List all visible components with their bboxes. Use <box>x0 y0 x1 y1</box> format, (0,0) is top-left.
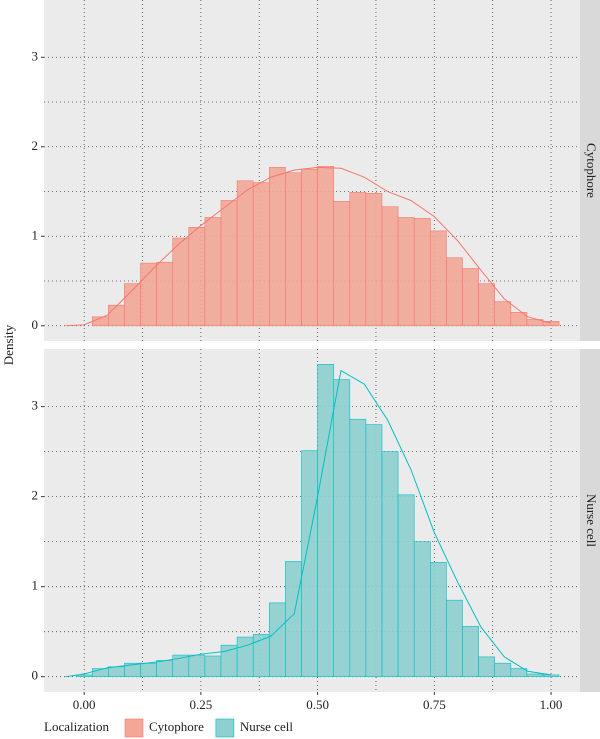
bar <box>204 217 222 327</box>
bar <box>301 168 318 327</box>
legend-label: Nurse cell <box>240 719 293 734</box>
bar <box>220 200 238 327</box>
legend-key <box>124 718 144 738</box>
bar <box>285 561 302 677</box>
bar <box>285 172 302 327</box>
bar <box>413 541 431 677</box>
bar <box>494 662 512 677</box>
bar <box>188 654 206 677</box>
density-curve <box>65 166 552 327</box>
bar <box>333 201 351 327</box>
facet-strip <box>580 349 600 692</box>
bar <box>188 227 206 327</box>
legend-title: Localization <box>44 719 109 734</box>
bar <box>478 656 495 677</box>
bar <box>333 379 351 677</box>
bar <box>140 662 157 677</box>
bar <box>446 599 463 677</box>
y-tick-label: 1 <box>32 227 39 242</box>
bar <box>462 268 479 327</box>
bar <box>236 636 254 677</box>
bar <box>446 257 463 327</box>
density-curve <box>65 369 552 678</box>
x-tick-label: 0.75 <box>423 697 446 712</box>
bar <box>413 218 431 327</box>
y-axis-label: Density <box>1 324 16 365</box>
x-tick-label: 0.25 <box>190 697 213 712</box>
bar <box>542 321 560 327</box>
facet-strip <box>580 0 600 341</box>
bar <box>108 666 125 677</box>
bar <box>430 230 447 327</box>
bar <box>317 364 335 677</box>
bar <box>269 602 286 677</box>
bar <box>494 301 512 327</box>
bar <box>349 418 367 677</box>
bar <box>542 674 560 677</box>
bar <box>381 206 399 327</box>
bar <box>156 261 174 327</box>
x-tick-label: 1.00 <box>540 697 563 712</box>
bar <box>252 634 270 677</box>
legend-key <box>215 718 235 738</box>
y-tick-label: 2 <box>32 138 39 153</box>
y-tick-label: 1 <box>32 578 39 593</box>
x-tick-label: 0.00 <box>73 697 96 712</box>
bar <box>317 166 335 327</box>
bar <box>236 180 254 327</box>
y-tick-label: 3 <box>32 398 39 413</box>
bar <box>365 424 383 677</box>
y-tick-label: 0 <box>32 317 39 332</box>
bar <box>430 562 447 677</box>
bar <box>365 193 383 327</box>
bar <box>397 494 415 677</box>
bar <box>108 304 125 327</box>
legend-label: Cytophore <box>149 719 204 734</box>
bar <box>269 167 286 327</box>
bar <box>510 312 528 327</box>
facet-label: Cytophore <box>584 143 599 198</box>
y-tick-label: 3 <box>32 48 39 63</box>
facet-label: Nurse cell <box>584 494 599 547</box>
y-tick-label: 0 <box>32 668 39 683</box>
bar <box>462 625 479 677</box>
bar <box>204 655 222 677</box>
y-tick-label: 2 <box>32 488 39 503</box>
x-tick-label: 0.50 <box>306 697 329 712</box>
bar <box>172 237 190 327</box>
bar <box>349 192 367 327</box>
bar <box>156 660 174 677</box>
bar <box>381 451 399 677</box>
bar <box>526 673 544 677</box>
bar <box>397 217 415 327</box>
bar <box>510 668 528 677</box>
bar <box>252 182 270 327</box>
bar <box>140 262 157 327</box>
bar <box>478 283 495 327</box>
